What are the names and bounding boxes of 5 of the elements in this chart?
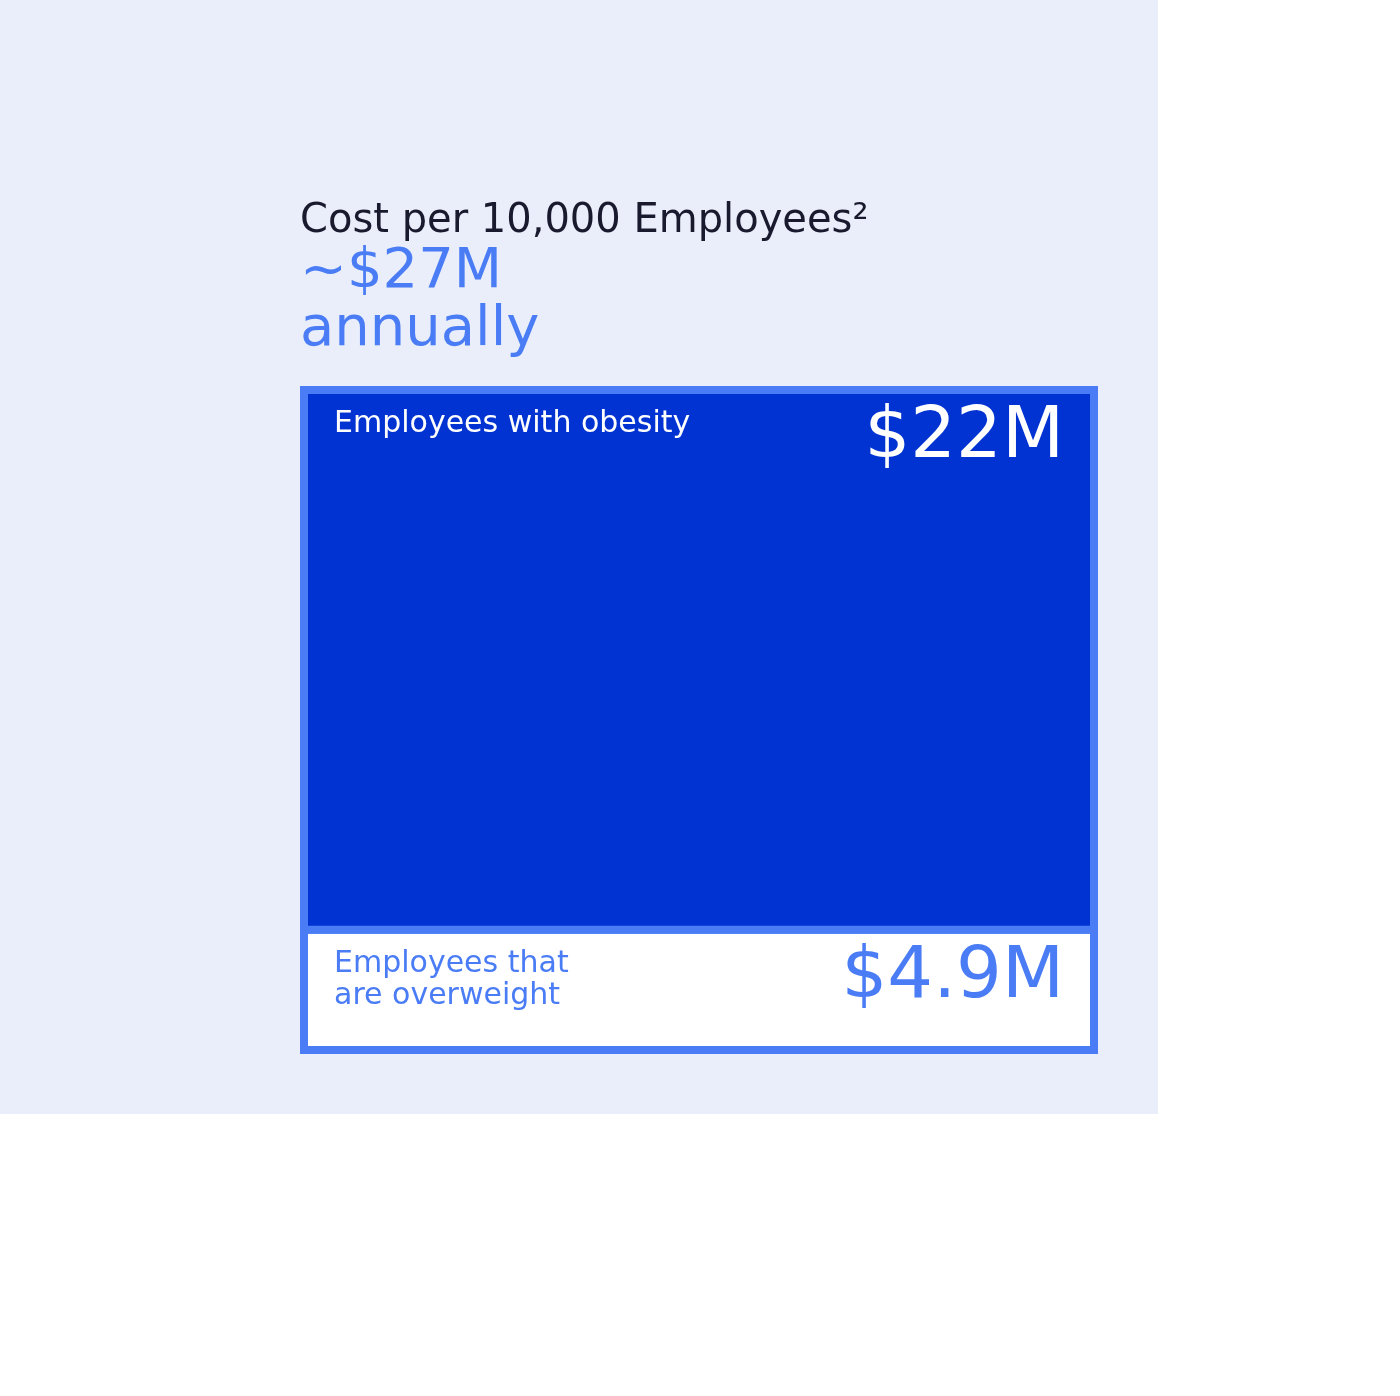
series-label: Employees that are overweight	[334, 943, 569, 1011]
chart-title: Cost per 10,000 Employees²	[300, 195, 869, 241]
data-label: $4.9M	[841, 929, 1064, 1014]
series-label: Employees with obesity	[334, 404, 691, 439]
data-label: $22M	[864, 390, 1064, 474]
